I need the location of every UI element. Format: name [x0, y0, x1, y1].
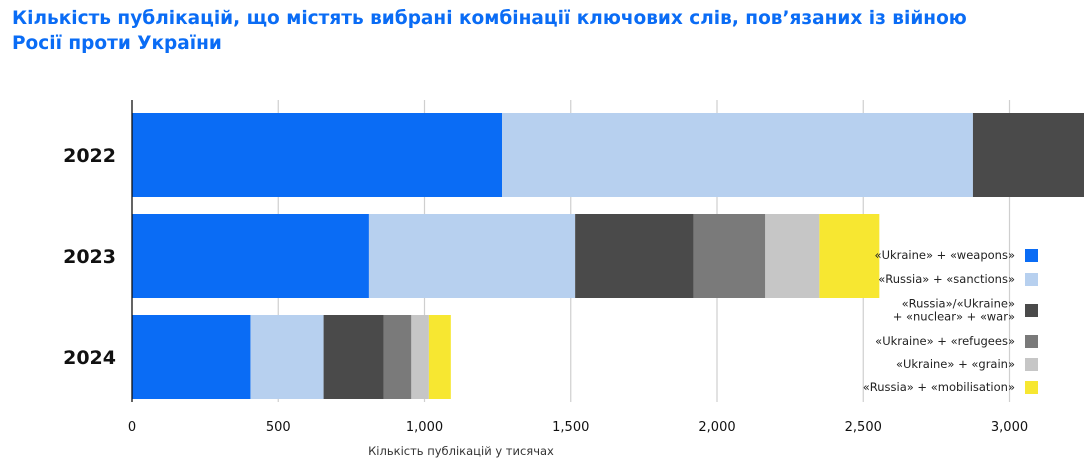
bar-segment — [502, 113, 973, 197]
bar-segment — [972, 113, 1084, 197]
year-label: 2022 — [63, 145, 116, 167]
bar-segment — [132, 315, 251, 399]
legend-swatch — [1025, 273, 1038, 286]
legend-label: «Russia» + «mobilisation» — [863, 380, 1015, 394]
legend-label: «Russia» + «sanctions» — [878, 272, 1015, 286]
x-tick-label: 1,500 — [552, 420, 589, 435]
legend-swatch — [1025, 249, 1038, 262]
bars — [132, 113, 1084, 399]
chart-title: Кількість публікацій, що містять вибрані… — [12, 8, 967, 54]
x-tick-labels: 05001,0001,5002,0002,5003,0003,5004,0004… — [128, 420, 1028, 435]
x-tick-label: 1,000 — [406, 420, 443, 435]
bar-segment — [575, 214, 694, 298]
legend-label: «Ukraine» + «weapons» — [875, 248, 1015, 262]
bar-segment — [383, 315, 412, 399]
x-tick-label: 0 — [128, 420, 136, 435]
bar-segment — [132, 214, 369, 298]
x-tick-label: 2,500 — [845, 420, 882, 435]
legend-label: «Ukraine» + «refugees» — [875, 334, 1015, 348]
legend-swatch — [1025, 358, 1038, 371]
x-tick-label: 500 — [266, 420, 291, 435]
bar-segment — [819, 214, 880, 298]
x-tick-label: 2,000 — [698, 420, 735, 435]
year-label: 2024 — [63, 347, 116, 369]
bar-segment — [132, 113, 503, 197]
legend: «Ukraine» + «weapons» «Russia» + «sanctio… — [863, 248, 1038, 394]
bar-segment — [323, 315, 384, 399]
bar-segment — [428, 315, 451, 399]
year-label: 2023 — [63, 246, 116, 268]
bar-segment — [368, 214, 576, 298]
bar-segment — [765, 214, 820, 298]
x-axis-label: Кількість публікацій у тисячах — [368, 444, 554, 458]
bar-segment — [411, 315, 429, 399]
bar-segment — [250, 315, 324, 399]
x-tick-label: 3,000 — [991, 420, 1028, 435]
legend-swatch — [1025, 381, 1038, 394]
legend-label: «Ukraine» + «grain» — [896, 357, 1015, 371]
legend-swatch — [1025, 304, 1038, 317]
year-labels: 2022 2023 2024 — [63, 145, 116, 369]
legend-label: «Russia»/«Ukraine» — [902, 297, 1015, 311]
bar-segment — [693, 214, 766, 298]
legend-label: + «nuclear» + «war» — [893, 310, 1015, 324]
legend-swatch — [1025, 335, 1038, 348]
